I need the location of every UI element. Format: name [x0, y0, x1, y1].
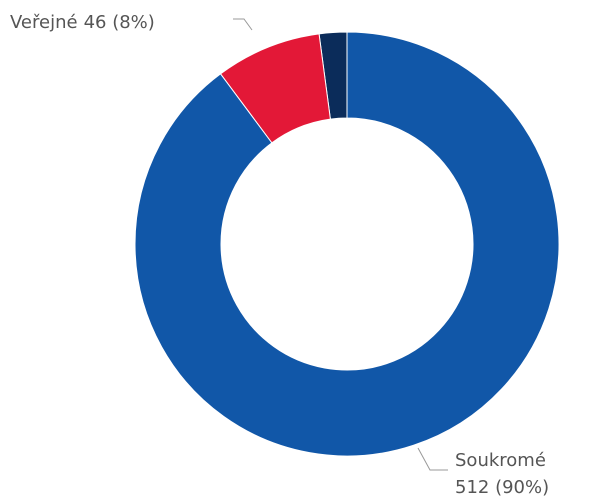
slice-label: Veřejné 46 (8%) [10, 12, 155, 33]
donut-slice [134, 31, 560, 457]
value-label: 512 (90%) [455, 477, 549, 498]
leader-line [417, 447, 448, 471]
category-label: Soukromé [455, 450, 546, 471]
value-label: 46 (8%) [84, 12, 155, 33]
leader-line [233, 18, 253, 31]
category-label: Veřejné [10, 12, 78, 33]
donut-slice [219, 33, 331, 144]
